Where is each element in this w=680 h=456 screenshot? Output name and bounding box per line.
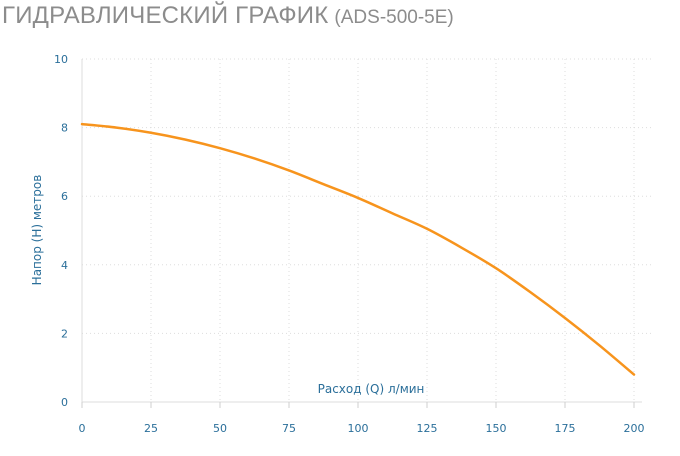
y-tick-label-0: 0: [61, 396, 68, 409]
x-tick-label-75: 75: [282, 422, 296, 435]
chart-title-model: (ADS-500-5E): [334, 7, 454, 28]
chart-title-main: ГИДРАВЛИЧЕСКИЙ ГРАФИК: [2, 2, 329, 29]
y-tick-label-10: 10: [54, 53, 68, 66]
y-axis-label: Напор (H) метров: [30, 175, 44, 286]
x-tick-label-150: 150: [486, 422, 507, 435]
y-tick-label-2: 2: [61, 327, 68, 340]
x-tick-label-25: 25: [144, 422, 158, 435]
x-tick-label-100: 100: [348, 422, 369, 435]
x-tick-label-50: 50: [213, 422, 227, 435]
x-tick-label-175: 175: [555, 422, 576, 435]
chart-title: ГИДРАВЛИЧЕСКИЙ ГРАФИК (ADS-500-5E): [2, 2, 454, 30]
chart-series: [80, 122, 636, 376]
series-line-0: [80, 122, 636, 376]
y-tick-label-6: 6: [61, 190, 68, 203]
y-tick-label-8: 8: [61, 122, 68, 135]
x-tick-label-200: 200: [624, 422, 645, 435]
x-tick-label-0: 0: [79, 422, 86, 435]
y-tick-label-4: 4: [61, 259, 68, 272]
x-axis-ticks: 0 25 50 75 100 125 150 175 200: [79, 402, 645, 435]
y-axis-ticks: 0 2 4 6 8 10: [54, 53, 68, 409]
x-tick-label-125: 125: [417, 422, 438, 435]
x-axis-label: Расход (Q) л/мин: [318, 382, 425, 396]
chart-axes: [81, 59, 642, 403]
chart-grid: [82, 58, 652, 402]
